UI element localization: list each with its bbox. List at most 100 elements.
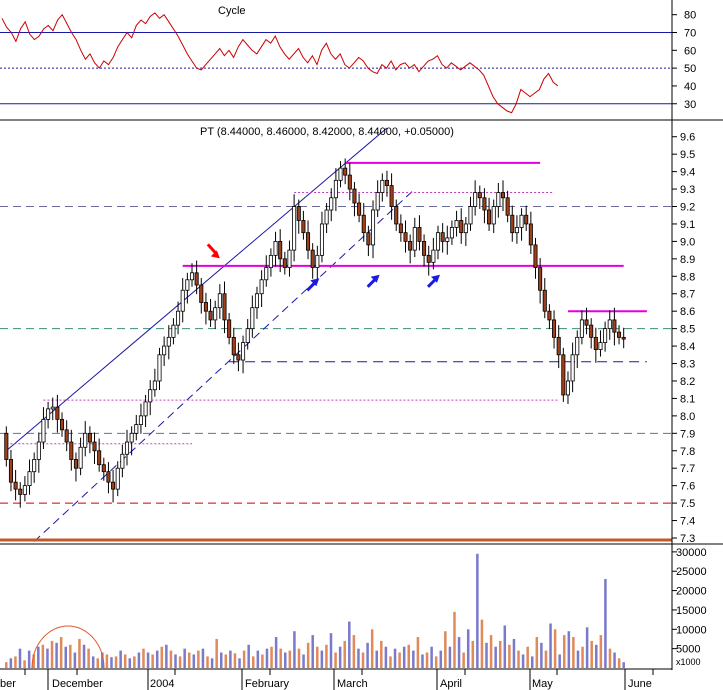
candle-body [278, 241, 283, 260]
x-tick-label: December [52, 678, 103, 690]
candle-body [32, 459, 37, 473]
candle-body [83, 432, 88, 448]
candle-body [111, 481, 116, 490]
x-tick-label: April [440, 678, 462, 690]
price-tick-label: 8.5 [680, 324, 695, 336]
candle-body [282, 258, 287, 268]
candle-body [236, 354, 241, 361]
candle-body [27, 471, 32, 487]
candle-body [500, 192, 506, 199]
candle-body [542, 289, 547, 312]
price-tick-label: 8.8 [680, 271, 695, 283]
candle-body [584, 319, 589, 326]
candle-body [445, 237, 450, 242]
volume-tick-label: 10000 [676, 624, 707, 636]
candle-body [547, 310, 552, 321]
arrow-head [370, 274, 380, 283]
candle-body [589, 324, 594, 338]
price-tick-label: 9.5 [680, 149, 695, 161]
candle-body [46, 408, 51, 420]
candle-body [129, 432, 134, 443]
candle-body [189, 272, 195, 281]
price-tick-label: 9.3 [680, 184, 695, 196]
candle-body [343, 167, 348, 176]
candle-body [55, 406, 60, 420]
candle-body [603, 328, 608, 343]
candle-body [561, 354, 566, 396]
candle-body [97, 450, 102, 466]
candle-body [459, 220, 464, 234]
candle-body [403, 232, 408, 242]
oscillator-series-line [1, 12, 559, 114]
candle-body [598, 342, 603, 350]
candle-body [69, 441, 74, 460]
candle-body [264, 267, 269, 281]
candle-body [347, 174, 352, 190]
volume-tick-label: 30000 [676, 547, 707, 559]
x-tick-label: 2004 [150, 678, 174, 690]
candle-body [617, 331, 622, 338]
candle-body [250, 307, 255, 330]
candle-body [519, 214, 524, 228]
oscillator-title: Cycle [218, 5, 246, 17]
x-tick-label: June [628, 678, 652, 690]
candle-body [180, 289, 185, 312]
candle-body [315, 254, 320, 268]
candle-body [514, 227, 519, 234]
volume-panel [0, 545, 672, 669]
candle-body [194, 272, 199, 286]
candle-body [208, 310, 213, 321]
price-tick-label: 8.2 [680, 376, 695, 388]
candle-body [570, 354, 575, 382]
oscillator-panel [0, 0, 672, 120]
candle-body [538, 267, 543, 291]
candle-body [487, 209, 492, 225]
price-tick-label: 8.6 [680, 306, 695, 318]
candle-body [338, 167, 343, 181]
candle-body [124, 441, 130, 455]
candle-body [491, 206, 496, 225]
candle-body [292, 206, 297, 251]
candle-body [185, 279, 190, 291]
price-tick-label: 7.8 [680, 446, 695, 458]
volume-unit-label: x1000 [676, 657, 701, 667]
candle-body [78, 446, 83, 469]
oscillator-tick-label: 70 [684, 28, 696, 40]
candle-body [287, 249, 292, 268]
candle-body [241, 342, 246, 361]
price-tick-label: 9.2 [680, 202, 695, 214]
candle-body [148, 389, 153, 403]
candle-body [92, 441, 97, 452]
volume-tick-label: 20000 [676, 586, 707, 598]
candle-body [134, 424, 139, 434]
price-tick-label: 8.9 [680, 254, 695, 266]
oscillator-tick-label: 30 [684, 99, 696, 111]
candle-body [370, 209, 376, 246]
price-tick-label: 8.0 [680, 411, 695, 423]
volume-tick-label: 5000 [676, 644, 700, 656]
candle-body [579, 319, 584, 338]
candle-body [417, 227, 422, 242]
x-tick-label: March [337, 678, 368, 690]
candle-body [227, 319, 232, 338]
price-tick-label: 8.4 [680, 341, 695, 353]
candle-body [166, 336, 171, 347]
price-tick-label: 7.4 [680, 516, 695, 528]
candle-body [8, 459, 13, 483]
volume-tick-label: 15000 [676, 605, 707, 617]
candle-body [398, 223, 403, 234]
candle-body [36, 441, 41, 460]
oscillator-tick-label: 80 [684, 10, 696, 22]
candle-body [231, 336, 236, 356]
candle-body [157, 354, 162, 382]
arrow-head [210, 250, 220, 259]
candle-body [375, 192, 380, 211]
candle-body [310, 249, 315, 268]
price-tick-label: 7.9 [680, 428, 695, 440]
candle-body [380, 179, 385, 193]
candle-body [505, 197, 510, 216]
price-tick-label: 7.5 [680, 498, 695, 510]
candle-body [593, 336, 598, 350]
candle-body [333, 179, 338, 199]
candle-body [50, 406, 55, 410]
